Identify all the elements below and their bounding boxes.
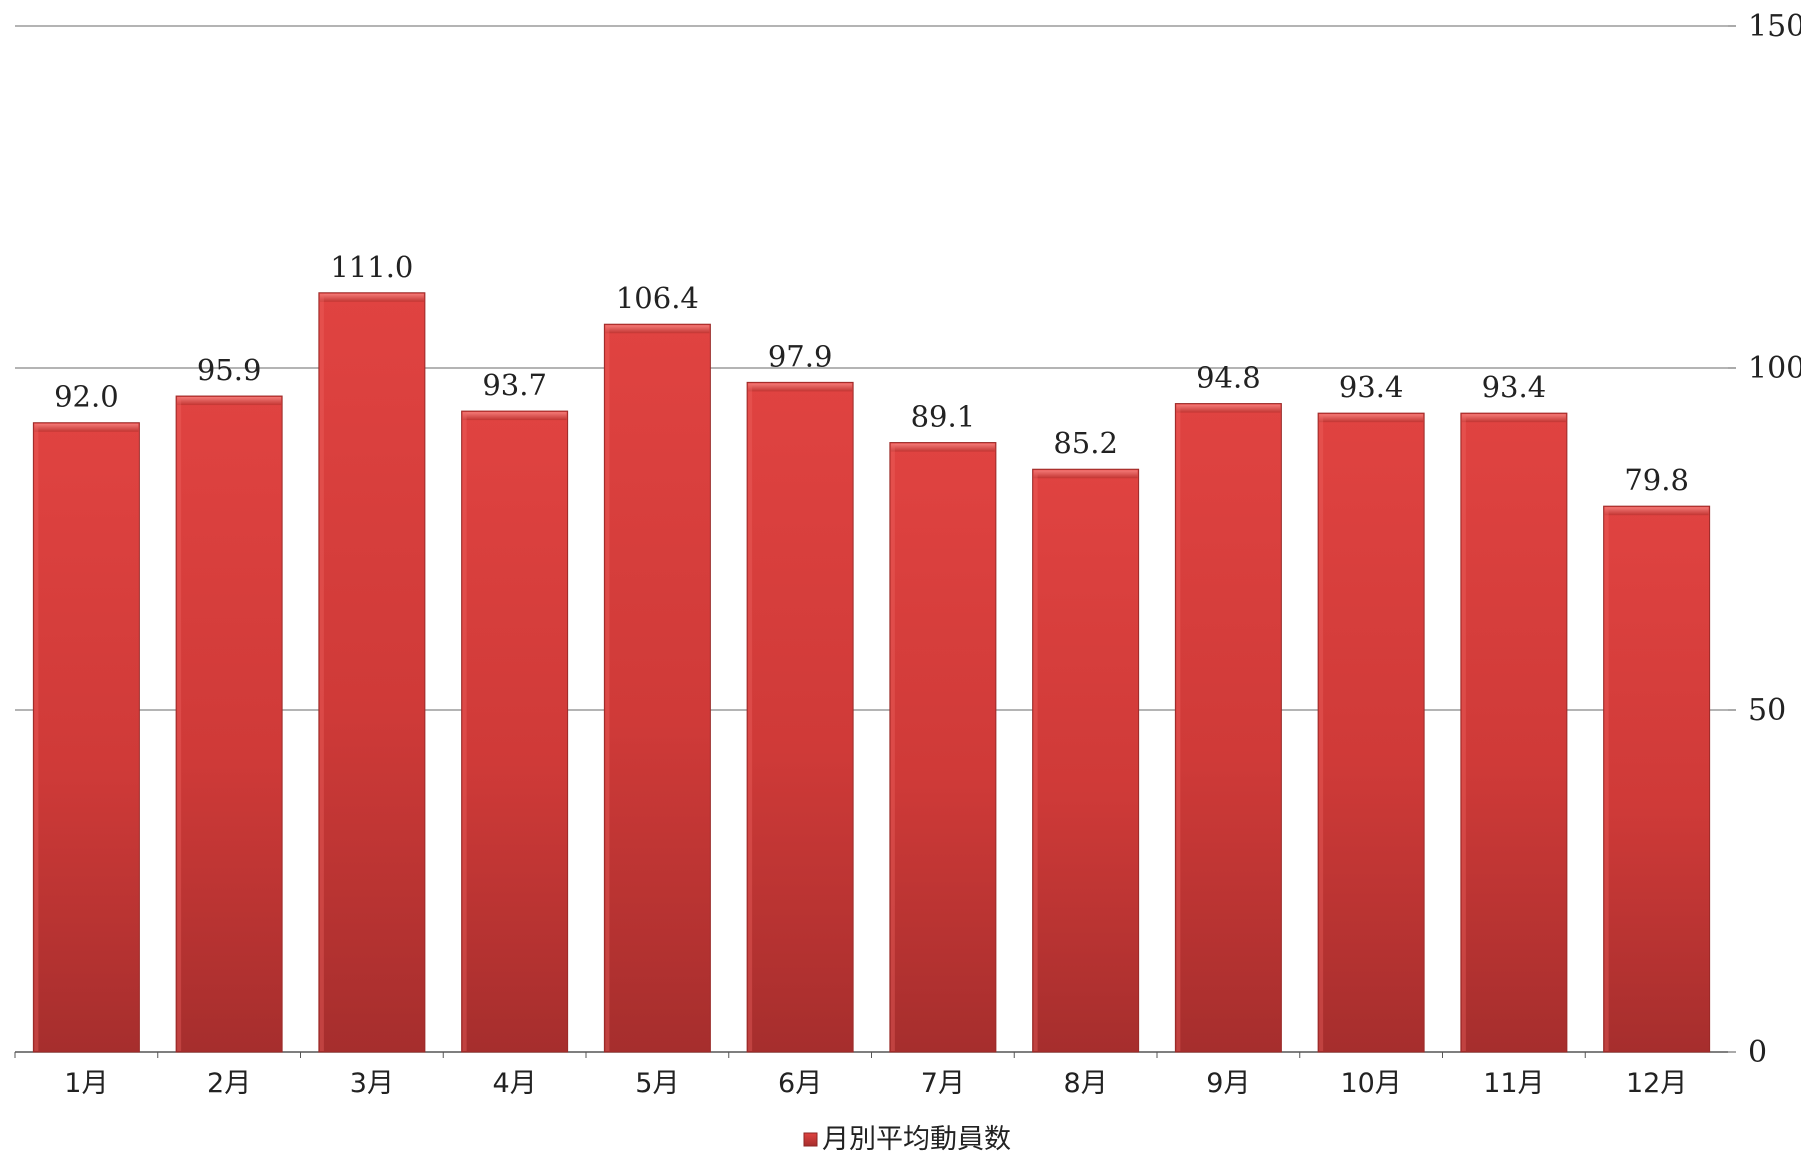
x-tick-label: 3月: [350, 1068, 394, 1099]
bar-cap: [748, 383, 853, 392]
bar-edge: [748, 383, 753, 1051]
bar-cap: [177, 397, 282, 406]
bar: [603, 323, 711, 1053]
x-axis: 1月 2月 3月 4月 5月 6月 7月 8月 9月 10月 11月 12月: [14, 1052, 1687, 1099]
y-tick-label: 150: [1748, 9, 1801, 44]
bar: [1603, 505, 1711, 1053]
data-label: 106.4: [616, 281, 699, 315]
legend-label: 月別平均動員数: [822, 1124, 1011, 1154]
x-tick-label: 6月: [778, 1068, 822, 1099]
bar-edge: [1319, 414, 1324, 1051]
data-label: 94.8: [1196, 361, 1261, 395]
data-label: 93.4: [1482, 370, 1547, 404]
bar-cap: [1604, 507, 1709, 516]
bar-cap: [890, 443, 995, 452]
bar: [1460, 412, 1568, 1053]
bar-edge: [1033, 470, 1038, 1051]
data-label: 85.2: [1053, 426, 1118, 460]
y-axis: 0 50 100 150: [1728, 9, 1801, 1070]
bar-edge: [319, 293, 324, 1051]
bar: [461, 410, 569, 1053]
data-label: 92.0: [54, 380, 119, 414]
data-label: 93.4: [1339, 370, 1404, 404]
bar-cap: [1461, 414, 1566, 423]
bar: [32, 422, 140, 1053]
bar-edge: [1176, 404, 1181, 1051]
x-tick-label: 1月: [64, 1068, 108, 1099]
data-label: 89.1: [911, 400, 976, 434]
x-tick-label: 12月: [1626, 1068, 1687, 1099]
bar-cap: [1033, 470, 1138, 479]
x-tick-label: 9月: [1206, 1068, 1250, 1099]
bar-cap: [1176, 404, 1281, 413]
bar-edge: [890, 443, 895, 1051]
bars: [32, 292, 1711, 1053]
bar: [1032, 468, 1140, 1053]
x-tick-label: 11月: [1483, 1068, 1544, 1099]
y-tick-label: 50: [1748, 693, 1786, 728]
bar: [1174, 403, 1282, 1053]
bar: [746, 381, 854, 1053]
y-tick-label: 0: [1748, 1035, 1767, 1070]
data-label: 95.9: [197, 353, 262, 387]
bar-edge: [1604, 507, 1609, 1052]
legend: 月別平均動員数: [803, 1124, 1011, 1154]
bar: [889, 442, 997, 1053]
bar-cap: [1319, 414, 1424, 423]
bar-cap: [34, 423, 139, 432]
bar-edge: [34, 423, 39, 1052]
x-tick-label: 4月: [493, 1068, 537, 1099]
bar-cap: [462, 412, 567, 421]
data-label: 97.9: [768, 339, 833, 373]
y-tick-label: 100: [1748, 351, 1801, 386]
x-tick-label: 2月: [207, 1068, 251, 1099]
data-labels: 92.0 95.9 111.0 93.7 106.4 97.9 89.1 85.2 94.8 93…: [54, 250, 1689, 497]
bar-edge: [605, 325, 610, 1051]
bar: [175, 395, 283, 1053]
data-label: 79.8: [1624, 463, 1689, 497]
bar-cap: [319, 293, 424, 302]
bar: [318, 292, 426, 1053]
legend-swatch: [803, 1132, 818, 1147]
data-label: 111.0: [330, 250, 413, 284]
bar-edge: [177, 397, 182, 1051]
data-label: 93.7: [482, 368, 547, 402]
bar: [1317, 412, 1425, 1053]
x-tick-label: 5月: [635, 1068, 679, 1099]
bar-edge: [1461, 414, 1466, 1051]
x-tick-label: 7月: [921, 1068, 965, 1099]
bar-cap: [605, 325, 710, 334]
x-tick-label: 8月: [1064, 1068, 1108, 1099]
x-tick-label: 10月: [1340, 1068, 1401, 1099]
bar-edge: [462, 412, 467, 1051]
